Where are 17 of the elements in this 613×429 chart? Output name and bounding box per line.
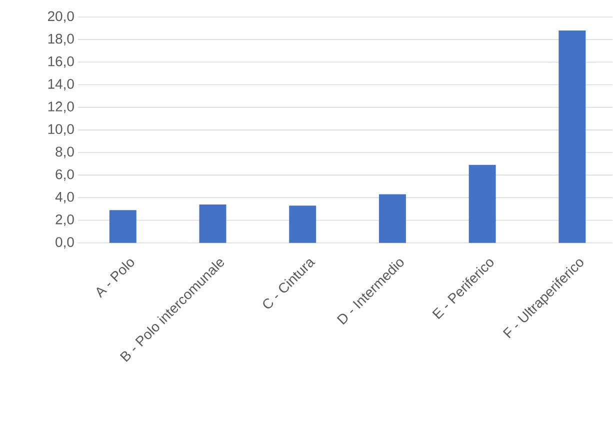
y-tick-label: 14,0 xyxy=(48,79,74,91)
y-tick-label: 0,0 xyxy=(56,237,74,249)
y-tick-label: 2,0 xyxy=(56,214,74,226)
bar xyxy=(199,204,226,243)
bar xyxy=(558,30,586,243)
y-tick-label: 20,0 xyxy=(48,11,74,23)
y-tick-label: 18,0 xyxy=(48,34,74,46)
bar xyxy=(109,210,136,243)
bar xyxy=(289,206,316,243)
y-tick-label: 12,0 xyxy=(48,102,74,114)
y-tick-label: 4,0 xyxy=(55,192,74,204)
bar xyxy=(378,194,406,243)
y-tick-label: 10,0 xyxy=(48,124,74,136)
bar xyxy=(468,165,496,243)
y-tick-label: 8,0 xyxy=(56,146,74,158)
y-tick-label: 16,0 xyxy=(48,56,74,68)
y-tick-label: 6,0 xyxy=(56,169,74,181)
